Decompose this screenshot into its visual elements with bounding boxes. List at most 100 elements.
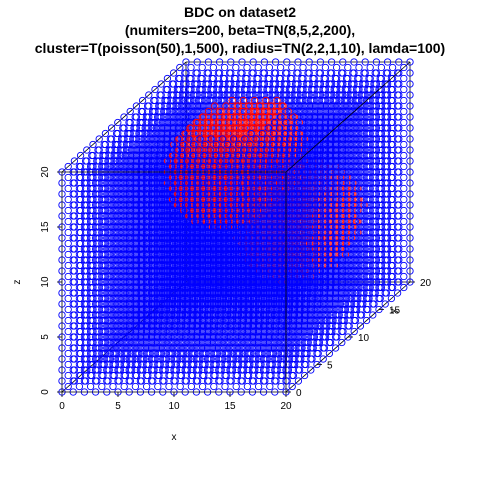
chart-subtitle-line-2: cluster=T(poisson(50),1,500), radius=TN(…	[34, 40, 446, 56]
background-point	[381, 256, 389, 264]
background-point	[314, 80, 322, 88]
background-point	[330, 85, 338, 94]
background-point	[269, 80, 277, 88]
background-point	[381, 300, 389, 308]
background-point	[169, 69, 178, 77]
background-point	[369, 201, 377, 209]
background-point	[356, 234, 365, 242]
background-point	[393, 190, 402, 198]
background-point	[247, 80, 255, 88]
background-point	[406, 80, 414, 88]
background-point	[259, 69, 267, 77]
cluster-point	[273, 96, 281, 105]
background-point	[375, 294, 383, 303]
background-point	[381, 157, 389, 165]
background-point	[176, 63, 184, 72]
background-point	[400, 206, 408, 215]
background-point	[406, 146, 414, 154]
background-point	[382, 69, 391, 77]
background-point	[369, 168, 377, 176]
background-point	[406, 190, 414, 198]
background-point	[280, 80, 289, 88]
background-point	[198, 63, 206, 72]
background-point	[400, 140, 408, 149]
background-point	[400, 283, 408, 292]
background-point	[301, 91, 310, 99]
background-point	[356, 278, 365, 286]
cluster-point	[250, 96, 259, 105]
background-point	[258, 80, 266, 88]
background-point	[406, 256, 414, 264]
background-point	[274, 85, 282, 94]
background-point	[362, 283, 371, 292]
background-point	[281, 69, 290, 77]
background-point	[350, 305, 358, 314]
background-point	[356, 256, 365, 264]
background-point	[393, 91, 402, 99]
background-point	[375, 173, 383, 182]
background-point	[332, 63, 341, 72]
background-point	[387, 173, 396, 182]
background-point	[356, 113, 365, 121]
background-point	[372, 58, 381, 66]
background-point	[220, 63, 229, 72]
cluster-point	[211, 102, 219, 110]
background-point	[362, 107, 371, 116]
background-point	[381, 234, 389, 242]
background-point	[393, 245, 402, 253]
background-point	[381, 168, 389, 176]
background-point	[362, 151, 371, 160]
background-point	[229, 85, 238, 94]
background-point	[161, 96, 169, 105]
background-point	[369, 256, 377, 264]
background-point	[369, 245, 377, 253]
background-point	[393, 113, 402, 121]
background-point	[387, 107, 396, 116]
background-point	[375, 107, 383, 116]
background-point	[285, 85, 294, 94]
background-point	[400, 272, 408, 281]
background-point	[249, 58, 257, 66]
background-point	[400, 239, 408, 248]
background-point	[387, 206, 396, 215]
background-point	[387, 195, 396, 204]
background-point	[381, 135, 389, 143]
cluster-point	[244, 102, 253, 110]
background-point	[362, 162, 371, 171]
background-point	[230, 74, 239, 83]
background-point	[199, 102, 208, 110]
background-point	[361, 58, 369, 66]
background-point	[350, 316, 358, 325]
background-point	[172, 96, 180, 105]
background-point	[400, 63, 408, 72]
background-point	[224, 80, 233, 88]
background-point	[296, 85, 305, 94]
background-point	[288, 63, 296, 72]
background-point	[381, 267, 389, 275]
background-point	[264, 74, 272, 83]
background-point	[177, 102, 185, 110]
background-point	[209, 63, 218, 72]
background-point	[387, 250, 396, 259]
background-point	[362, 305, 371, 314]
background-point	[163, 74, 172, 83]
background-point	[299, 63, 307, 72]
background-point	[174, 74, 183, 83]
background-point	[268, 91, 276, 99]
background-point	[400, 228, 408, 237]
background-point	[375, 85, 383, 94]
box-edge	[61, 61, 187, 173]
background-point	[375, 195, 383, 204]
background-point	[167, 91, 175, 99]
background-point	[393, 201, 402, 209]
background-point	[276, 63, 285, 72]
background-point	[219, 74, 228, 83]
background-point	[400, 74, 408, 83]
background-point	[406, 201, 414, 209]
background-point	[300, 102, 309, 110]
background-point	[400, 217, 408, 226]
background-point	[400, 173, 408, 182]
background-point	[323, 102, 331, 110]
background-point	[387, 272, 396, 281]
background-point	[350, 283, 358, 292]
